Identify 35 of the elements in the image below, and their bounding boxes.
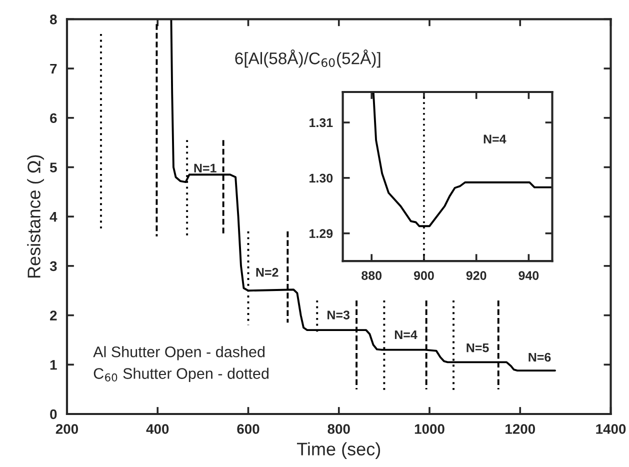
y-tick-label: 1.30 (310, 174, 333, 183)
x-tick-label: 920 (466, 271, 486, 280)
annotation: N=1 (194, 164, 216, 172)
y-tick-label: 1.31 (310, 118, 333, 128)
x-tick-label: 940 (518, 271, 539, 280)
y-tick-label: 0 (50, 409, 57, 420)
y-tick-label: 5 (50, 162, 57, 172)
y-tick-label: 6 (50, 113, 57, 124)
annotation: N=3 (328, 310, 350, 320)
annotation: N=2 (256, 268, 278, 277)
x-tick-label: 900 (414, 271, 434, 280)
x-tick-label: 400 (146, 424, 169, 434)
annotation: C$_{60}$ Shutter Open - dotted (94, 368, 268, 382)
x-tick-label: 880 (362, 271, 382, 280)
x-tick-label: 1200 (506, 424, 536, 434)
annotation: 6[Al(58Å)/C$_{60}$(52Å)] (235, 50, 380, 68)
x-tick-label: 1400 (596, 424, 626, 434)
x-tick-label: 1000 (414, 424, 444, 434)
annotation: N=4 (394, 330, 418, 340)
annotation: N=5 (466, 343, 489, 352)
x-tick-label: 800 (328, 424, 350, 434)
annotation: N=6 (528, 352, 551, 362)
y-tick-label: 3 (50, 261, 57, 272)
y-tick-label: 4 (50, 212, 58, 222)
y-tick-label: 2 (50, 310, 57, 320)
annotation: Al Shutter Open - dashed (93, 346, 265, 360)
x-axis-title: Time (sec) (296, 442, 380, 460)
y-tick-label: 1.29 (310, 229, 333, 238)
y-tick-label: 7 (50, 64, 57, 74)
y-tick-label: 8 (50, 14, 57, 24)
x-tick-label: 200 (56, 424, 78, 434)
annotation: N=4 (484, 134, 506, 144)
y-axis-title: Resistance ( Ω) (27, 155, 44, 278)
y-tick-label: 1 (50, 360, 57, 370)
x-tick-label: 600 (237, 424, 260, 434)
